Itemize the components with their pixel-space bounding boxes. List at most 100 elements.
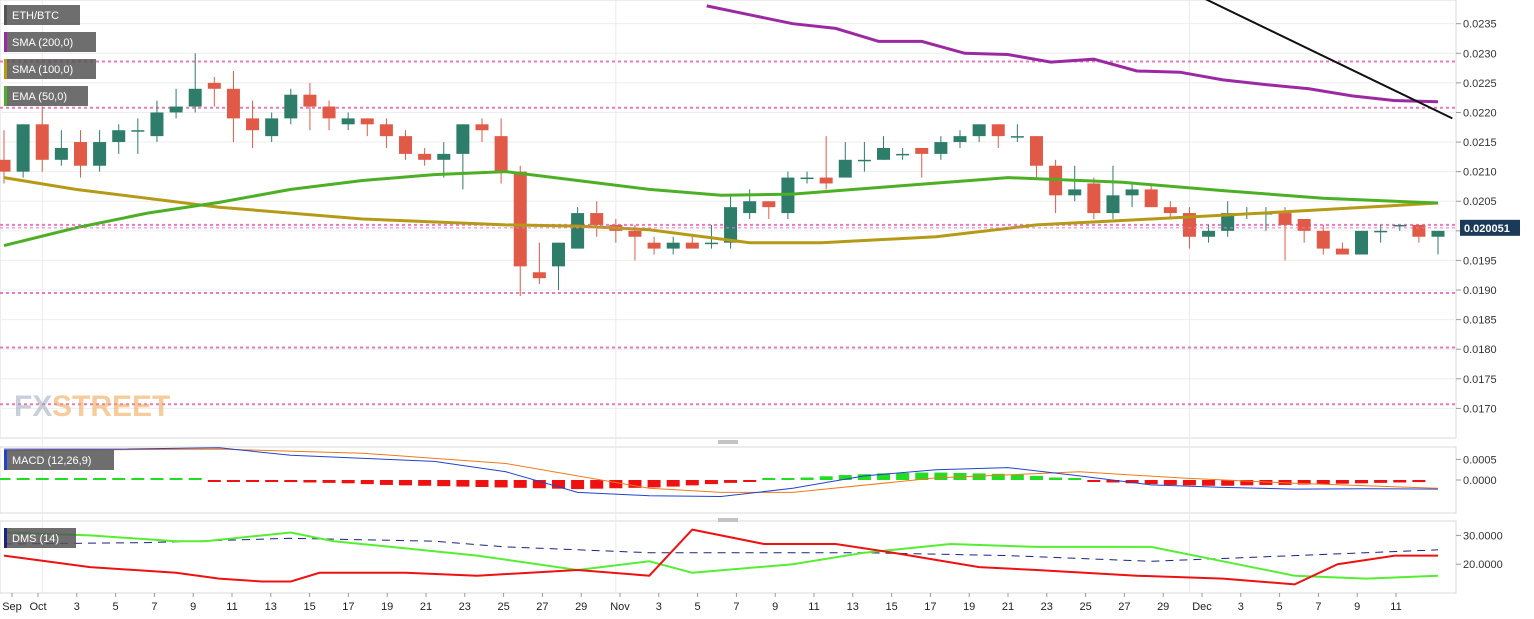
candle-body: [360, 118, 374, 125]
macd-histogram-bar: [1316, 480, 1330, 485]
candle-body: [1087, 183, 1101, 214]
x-tick-label: 21: [1002, 601, 1014, 613]
x-tick-label: Sep: [2, 601, 22, 613]
macd-histogram-bar: [399, 480, 413, 486]
macd-histogram-bar: [322, 480, 336, 483]
candle-body: [513, 171, 527, 267]
x-tick-label: 9: [772, 601, 778, 613]
candle-body: [150, 112, 164, 137]
candle-body: [169, 106, 183, 113]
x-tick-label: 25: [497, 601, 509, 613]
candle-body: [628, 230, 642, 237]
y-tick-label: 0.0170: [1463, 403, 1497, 415]
macd-y-tick-label: 0.0000: [1463, 475, 1497, 487]
dms-y-tick-label: 20.0000: [1463, 559, 1503, 571]
candle-body: [131, 130, 145, 132]
indicator-label-swatch: [4, 450, 7, 470]
candle-body: [685, 242, 699, 249]
candle-body: [1182, 213, 1196, 237]
macd-histogram-bar: [169, 478, 183, 480]
indicator-label: MACD (12,26,9): [12, 455, 91, 467]
macd-histogram-bar: [303, 480, 317, 483]
candle-body: [819, 177, 833, 184]
macd-histogram-bar: [1125, 480, 1139, 484]
candle-body: [226, 88, 240, 119]
candle-body: [800, 177, 814, 180]
x-tick-label: 29: [575, 601, 587, 613]
candle-body: [54, 147, 68, 160]
y-tick-label: 0.0210: [1463, 167, 1497, 179]
macd-histogram-bar: [73, 478, 87, 480]
legend-swatch: [4, 32, 7, 52]
macd-histogram-bar: [532, 480, 546, 489]
indicator-label: DMS (14): [12, 533, 59, 545]
candle-body: [1106, 195, 1120, 214]
macd-histogram-bar: [838, 475, 852, 480]
candle-body: [16, 124, 30, 172]
candle-body: [743, 201, 757, 214]
candle-body: [1278, 213, 1292, 225]
candle-body: [1393, 224, 1407, 227]
macd-histogram-bar: [991, 473, 1005, 480]
legend-label: ETH/BTC: [12, 10, 59, 22]
x-tick-label: 3: [74, 601, 80, 613]
x-tick-label: 11: [1390, 601, 1401, 613]
x-tick-label: 13: [847, 601, 859, 613]
macd-histogram-bar: [1355, 480, 1369, 484]
candle-body: [1068, 189, 1082, 196]
macd-histogram-bar: [93, 478, 107, 480]
y-tick-label: 0.0180: [1463, 344, 1497, 356]
macd-histogram-bar: [819, 476, 833, 480]
macd-histogram-bar: [150, 478, 164, 480]
candle-body: [399, 136, 413, 154]
indicator-label-swatch: [4, 528, 7, 548]
x-tick-label: 29: [1157, 601, 1169, 613]
macd-histogram-bar: [666, 480, 680, 487]
indicator-label-box: [4, 528, 76, 548]
x-tick-label: 27: [1118, 601, 1130, 613]
price-panel: [0, 0, 1457, 439]
candle-body: [93, 142, 107, 166]
macd-histogram-bar: [1374, 480, 1388, 483]
candle-body: [1010, 136, 1024, 138]
macd-histogram-bar: [0, 478, 11, 480]
candle-body: [456, 124, 470, 154]
x-tick-label: 7: [1315, 601, 1321, 613]
x-tick-label: 25: [1079, 601, 1091, 613]
legend-box: [4, 86, 88, 106]
x-tick-label: 7: [733, 601, 739, 613]
macd-histogram-bar: [915, 472, 929, 480]
macd-histogram-bar: [226, 480, 240, 482]
candle-body: [915, 147, 929, 154]
candle-body: [1144, 189, 1158, 208]
macd-histogram-bar: [1259, 480, 1273, 485]
candle-body: [341, 118, 355, 125]
macd-histogram-bar: [54, 478, 68, 480]
minus-di-line: [3, 528, 1438, 586]
candle-body: [1412, 224, 1426, 237]
macd-histogram-bar: [437, 480, 451, 487]
candle-body: [896, 153, 910, 156]
macd-histogram-bar: [112, 478, 126, 480]
macd-histogram-bar: [1068, 478, 1082, 480]
current-price-box: [1460, 219, 1520, 236]
candle-body: [1029, 136, 1043, 166]
candle-body: [1335, 248, 1349, 255]
x-tick-label: 15: [303, 601, 315, 613]
watermark-fx: FX: [14, 390, 52, 423]
x-tick-label: 27: [536, 601, 548, 613]
candle-body: [1125, 189, 1139, 196]
adx-line: [3, 537, 1439, 562]
macd-histogram-bar: [1412, 480, 1426, 483]
candle-body: [112, 130, 126, 143]
y-tick-label: 0.0225: [1463, 78, 1497, 90]
candle-body: [704, 242, 718, 245]
x-tick-label: 19: [381, 601, 393, 613]
x-tick-label: Oct: [29, 601, 46, 613]
macd-histogram-bar: [246, 480, 260, 482]
y-tick-label: 0.0205: [1463, 196, 1497, 208]
legend-label: SMA (200,0): [12, 37, 73, 49]
macd-histogram-bar: [379, 480, 393, 485]
candle-body: [1355, 230, 1369, 255]
candle-body: [188, 88, 202, 107]
